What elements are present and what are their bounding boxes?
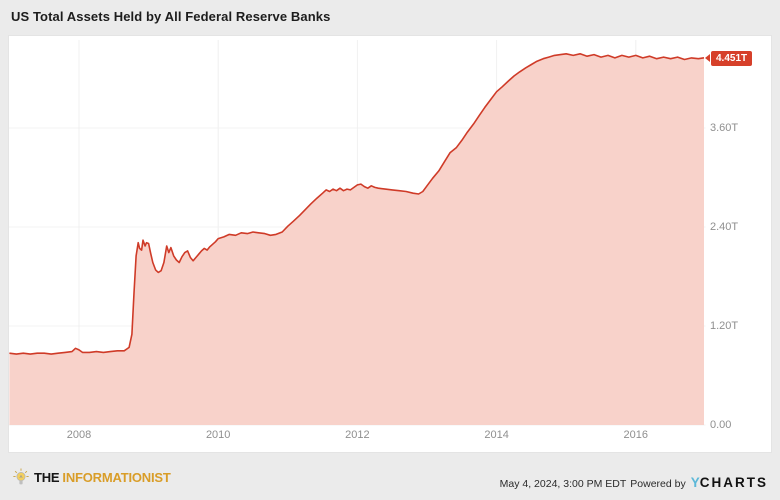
lightbulb-icon — [13, 468, 29, 485]
chart-panel[interactable]: 4.451T 0.00 1.20T 2.40T 3.60T 2008 2010 2012 20… — [8, 35, 772, 453]
brand-the: THE — [34, 469, 60, 485]
area-fill — [9, 53, 704, 426]
ycharts-wordmark: CHARTS — [699, 475, 768, 490]
value-badge-label: 4.451T — [716, 52, 748, 64]
x-tick-label: 2010 — [205, 429, 231, 441]
footer: THE INFORMATIONIST May 4, 2024, 3:00 PM … — [0, 453, 780, 500]
chart-title: US Total Assets Held by All Federal Rese… — [11, 9, 331, 24]
x-tick-label: 2008 — [66, 429, 92, 441]
title-bar: US Total Assets Held by All Federal Rese… — [0, 0, 780, 35]
y-tick-label: 3.60T — [710, 122, 739, 134]
x-tick-label: 2014 — [484, 429, 509, 441]
footer-timestamp: May 4, 2024, 3:00 PM EDT — [499, 478, 627, 490]
value-badge: 4.451T — [704, 50, 753, 66]
powered-by-text: Powered by — [630, 478, 686, 490]
x-tick-label: 2012 — [345, 429, 370, 441]
x-tick-label: 2016 — [623, 429, 649, 441]
ycharts-y-glyph: Y — [690, 475, 700, 490]
brand-name: INFORMATIONIST — [62, 469, 171, 485]
ycharts-logo: YCHARTS — [691, 475, 768, 490]
area-chart-plot[interactable] — [9, 36, 771, 452]
y-tick-label: 0.00 — [710, 419, 732, 431]
y-tick-label: 2.40T — [710, 221, 739, 233]
informationist-logo: THE INFORMATIONIST — [12, 468, 171, 486]
series-line — [9, 53, 705, 355]
footer-attribution: May 4, 2024, 3:00 PM EDT Powered by YCHA… — [500, 475, 768, 490]
y-tick-label: 1.20T — [710, 320, 739, 332]
